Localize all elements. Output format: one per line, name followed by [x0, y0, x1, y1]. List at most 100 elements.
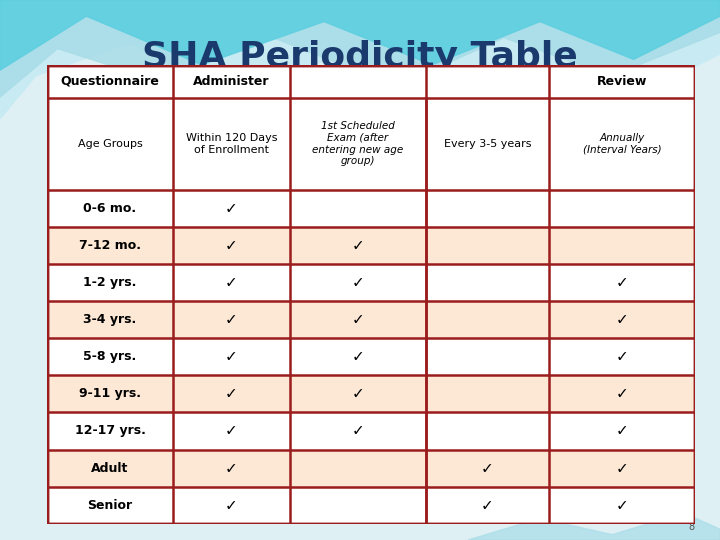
Bar	[549, 98, 695, 190]
Polygon shape	[468, 513, 720, 540]
Text: 12-17 yrs.: 12-17 yrs.	[75, 424, 145, 437]
Text: ✓: ✓	[351, 386, 364, 401]
Bar	[47, 413, 173, 449]
Bar	[289, 487, 426, 524]
Text: SHA Periodicity Table: SHA Periodicity Table	[142, 40, 578, 73]
Text: Administer/Re-administer: Administer/Re-administer	[330, 75, 509, 88]
Text: Administer: Administer	[193, 75, 270, 88]
Text: Within 120 Days
of Enrollment: Within 120 Days of Enrollment	[186, 133, 277, 154]
Bar	[173, 98, 289, 190]
Bar	[289, 264, 426, 301]
Text: 7-12 mo.: 7-12 mo.	[79, 239, 141, 252]
Bar	[289, 227, 426, 264]
Bar	[426, 301, 549, 338]
Text: Administer/Re-administer: Administer/Re-administer	[330, 75, 509, 88]
Text: ✓: ✓	[351, 312, 364, 327]
Text: ✓: ✓	[225, 386, 238, 401]
Text: ✓: ✓	[616, 349, 629, 364]
Bar	[173, 375, 289, 413]
Bar	[289, 413, 426, 449]
Bar	[47, 227, 173, 264]
Bar	[426, 190, 549, 227]
Bar	[47, 338, 173, 375]
Bar	[173, 190, 289, 227]
Bar	[173, 338, 289, 375]
Bar	[426, 227, 549, 264]
Text: ✓: ✓	[225, 201, 238, 215]
Text: ✓: ✓	[616, 275, 629, 290]
Bar	[549, 65, 695, 98]
Bar	[289, 338, 426, 375]
Bar	[549, 227, 695, 264]
Polygon shape	[0, 0, 720, 97]
Bar	[549, 338, 695, 375]
Text: Review: Review	[597, 75, 647, 88]
Text: Adult: Adult	[91, 462, 129, 475]
Bar	[173, 413, 289, 449]
Bar	[47, 65, 173, 98]
Text: 1st Scheduled
Exam (after
entering new age
group): 1st Scheduled Exam (after entering new a…	[312, 122, 403, 166]
Text: ✓: ✓	[225, 498, 238, 513]
Text: ✓: ✓	[481, 461, 494, 476]
Bar	[426, 264, 549, 301]
Bar	[426, 338, 549, 375]
Text: ✓: ✓	[351, 349, 364, 364]
Polygon shape	[0, 0, 720, 70]
Bar	[289, 449, 426, 487]
Text: ✓: ✓	[616, 386, 629, 401]
Text: ✓: ✓	[225, 312, 238, 327]
Bar	[426, 449, 549, 487]
Bar	[549, 487, 695, 524]
Bar	[549, 301, 695, 338]
Bar	[289, 65, 549, 98]
Bar	[47, 375, 173, 413]
Text: Questionnaire: Questionnaire	[60, 75, 159, 88]
Bar	[173, 227, 289, 264]
Bar	[173, 301, 289, 338]
Polygon shape	[0, 0, 720, 119]
Text: ✓: ✓	[225, 238, 238, 253]
Bar	[47, 449, 173, 487]
Text: 8: 8	[688, 522, 694, 531]
Text: 1-2 yrs.: 1-2 yrs.	[84, 276, 137, 289]
Text: Every 3-5 years: Every 3-5 years	[444, 139, 531, 148]
Text: ✓: ✓	[481, 498, 494, 513]
Text: ✓: ✓	[225, 423, 238, 438]
Text: 5-8 yrs.: 5-8 yrs.	[84, 350, 137, 363]
Bar	[426, 375, 549, 413]
Text: ✓: ✓	[225, 349, 238, 364]
Text: ✓: ✓	[351, 238, 364, 253]
Bar	[173, 264, 289, 301]
Bar	[47, 190, 173, 227]
Text: ✓: ✓	[351, 423, 364, 438]
Text: 9-11 yrs.: 9-11 yrs.	[79, 387, 141, 400]
Text: ✓: ✓	[616, 498, 629, 513]
Bar	[549, 190, 695, 227]
Text: Annually
(Interval Years): Annually (Interval Years)	[582, 133, 661, 154]
Text: 🔊: 🔊	[676, 509, 685, 523]
Bar	[47, 487, 173, 524]
Text: ✓: ✓	[225, 461, 238, 476]
Text: 3-4 yrs.: 3-4 yrs.	[84, 313, 137, 326]
Bar	[173, 65, 289, 98]
Bar	[549, 449, 695, 487]
Bar	[173, 449, 289, 487]
Bar	[289, 65, 549, 98]
Bar	[47, 264, 173, 301]
Text: ✓: ✓	[225, 275, 238, 290]
Text: ✓: ✓	[616, 312, 629, 327]
Bar	[47, 301, 173, 338]
Bar	[289, 98, 426, 190]
Text: ✓: ✓	[351, 275, 364, 290]
Text: Senior: Senior	[87, 499, 132, 512]
Bar	[289, 375, 426, 413]
Bar	[47, 98, 173, 190]
Bar	[289, 190, 426, 227]
Bar	[549, 413, 695, 449]
Bar	[426, 487, 549, 524]
Bar	[426, 413, 549, 449]
Text: ✓: ✓	[616, 461, 629, 476]
Text: Age Groups: Age Groups	[78, 139, 143, 148]
Bar	[549, 264, 695, 301]
Bar	[426, 98, 549, 190]
